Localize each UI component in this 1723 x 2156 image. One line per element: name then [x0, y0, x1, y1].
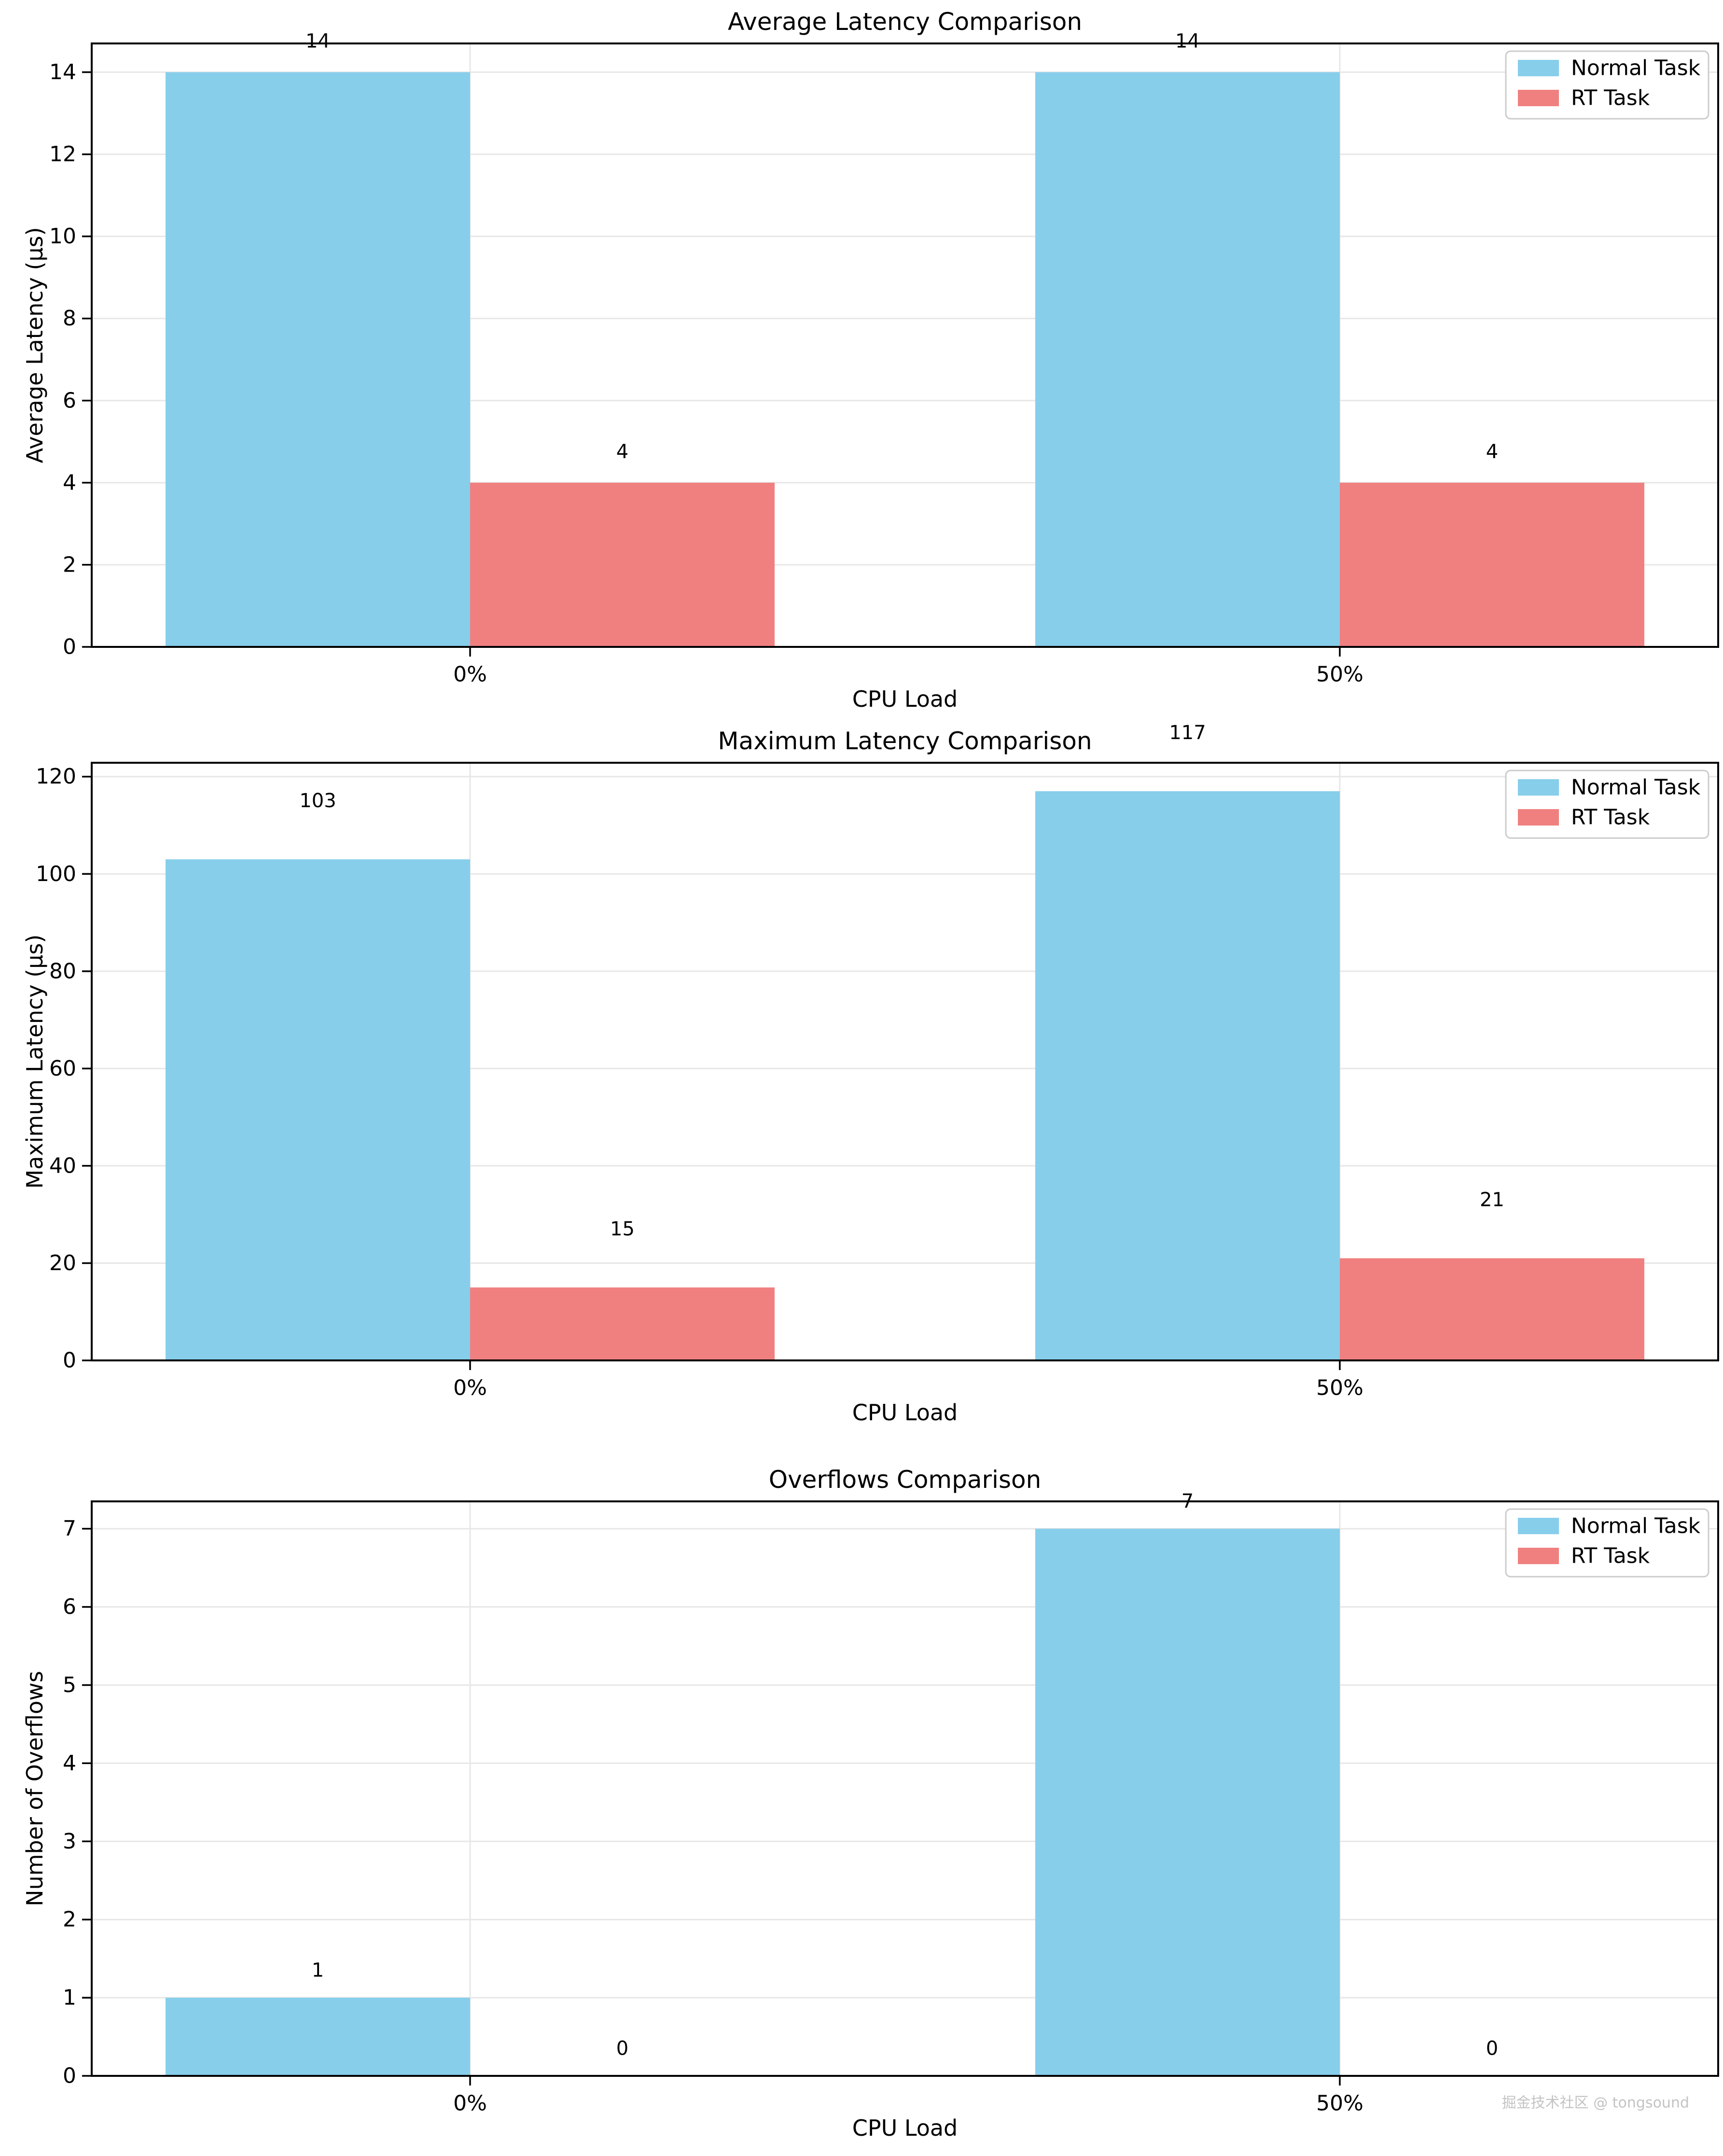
chart-title: Maximum Latency Comparison [718, 727, 1092, 755]
axes-frame [91, 762, 1719, 1361]
y-tick-label: 4 [63, 470, 76, 495]
axes-frame [91, 1500, 1719, 2077]
legend-swatch-normal-task [1518, 779, 1559, 796]
legend-label: Normal Task [1571, 1514, 1701, 1539]
y-tick-label: 4 [63, 1751, 76, 1776]
y-tick-label: 0 [63, 2064, 76, 2088]
bar-rt-task-0% [470, 482, 775, 647]
x-tick-label: 50% [1316, 1376, 1363, 1400]
y-tick-label: 3 [63, 1829, 76, 1854]
bar-value-label: 1 [312, 1959, 324, 1981]
x-axis-label: CPU Load [852, 686, 958, 712]
y-tick-label: 6 [63, 1595, 76, 1619]
legend-swatch-normal-task [1518, 1518, 1559, 1534]
y-tick-label: 100 [36, 862, 76, 886]
x-tick-label: 50% [1316, 662, 1363, 687]
chart-average-latency-comparison: 14 14 4 4 0 2 4 6 8 10 12 14 0% 50% Average Latency Co… [22, 8, 1719, 712]
y-tick-label: 6 [63, 388, 76, 413]
y-tick-label: 2 [63, 552, 76, 577]
bar-normal-task-50% [1035, 791, 1340, 1360]
bar-value-label: 0 [1486, 2037, 1498, 2059]
bar-normal-task-0% [166, 1998, 470, 2076]
bar-normal-task-0% [166, 859, 470, 1360]
bar-rt-task-0% [470, 1287, 775, 1360]
y-axis-label: Maximum Latency (µs) [22, 935, 48, 1189]
y-tick-label: 14 [49, 60, 76, 84]
y-tick-label: 0 [63, 1348, 76, 1373]
x-tick-label: 0% [453, 2091, 487, 2116]
bar-rt-task-50% [1340, 1258, 1644, 1360]
y-tick-label: 40 [49, 1153, 76, 1178]
x-axis-label: CPU Load [852, 1400, 958, 1426]
y-axis-label: Average Latency (µs) [22, 227, 48, 463]
legend-label: Normal Task [1571, 56, 1701, 81]
bar-value-label: 4 [616, 441, 628, 463]
legend-label: RT Task [1571, 1544, 1650, 1568]
legend-swatch-normal-task [1518, 60, 1559, 76]
bar-value-label: 0 [616, 2037, 628, 2059]
x-axis-label: CPU Load [852, 2115, 958, 2141]
y-tick-label: 10 [49, 224, 76, 249]
axes-frame [91, 42, 1719, 648]
legend-label: RT Task [1571, 805, 1650, 830]
x-tick-label: 50% [1316, 2091, 1363, 2116]
bar-normal-task-0% [166, 72, 470, 647]
y-axis-label: Number of Overflows [22, 1671, 48, 1906]
y-tick-label: 1 [63, 1986, 76, 2010]
legend-label: RT Task [1571, 86, 1650, 111]
y-tick-label: 20 [49, 1251, 76, 1275]
bar-value-label: 14 [1175, 30, 1200, 53]
bar-value-label: 15 [610, 1218, 635, 1240]
chart-title: Average Latency Comparison [728, 8, 1082, 36]
x-tick-label: 0% [453, 1376, 487, 1400]
bar-value-label: 103 [299, 790, 336, 812]
y-tick-label: 8 [63, 306, 76, 331]
y-tick-label: 12 [49, 142, 76, 167]
legend-swatch-rt-task [1518, 809, 1559, 826]
bar-value-label: 117 [1169, 722, 1206, 744]
bar-rt-task-50% [1340, 482, 1644, 647]
bar-value-label: 4 [1486, 441, 1498, 463]
chart-maximum-latency-comparison: 103 117 15 21 0 20 40 60 80 100 120 0% 50% Maximum La… [22, 722, 1719, 1426]
y-tick-label: 60 [49, 1056, 76, 1081]
y-tick-label: 80 [49, 959, 76, 983]
y-tick-label: 5 [63, 1673, 76, 1697]
legend-label: Normal Task [1571, 775, 1701, 800]
chart-title: Overflows Comparison [769, 1466, 1042, 1494]
bar-normal-task-50% [1035, 72, 1340, 647]
y-tick-label: 0 [63, 635, 76, 659]
watermark: 掘金技术社区 @ tongsound [1502, 2095, 1689, 2112]
legend-swatch-rt-task [1518, 90, 1559, 106]
y-tick-label: 2 [63, 1907, 76, 1932]
bar-value-label: 21 [1480, 1189, 1504, 1211]
y-tick-label: 120 [36, 764, 76, 789]
x-tick-label: 0% [453, 662, 487, 687]
bar-value-label: 14 [306, 30, 330, 53]
bar-normal-task-50% [1035, 1528, 1340, 2076]
y-tick-label: 7 [63, 1516, 76, 1541]
legend-swatch-rt-task [1518, 1548, 1559, 1564]
